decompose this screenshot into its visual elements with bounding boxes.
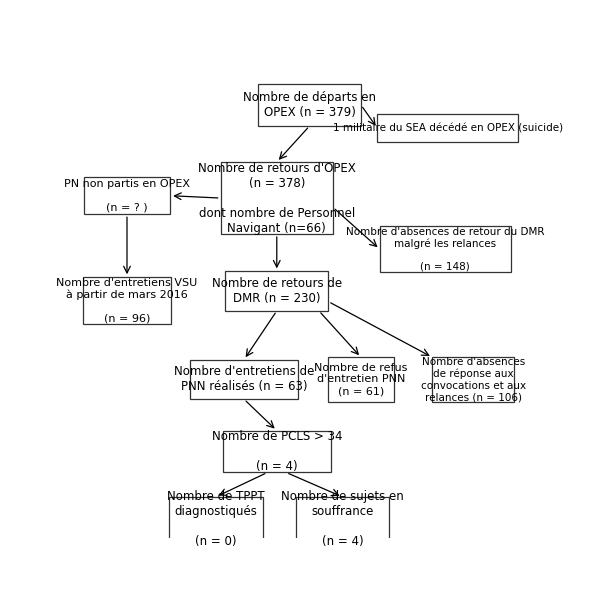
FancyBboxPatch shape bbox=[223, 431, 330, 472]
FancyBboxPatch shape bbox=[378, 114, 518, 143]
FancyBboxPatch shape bbox=[295, 497, 389, 541]
Text: 1 militaire du SEA décédé en OPEX (suicide): 1 militaire du SEA décédé en OPEX (suici… bbox=[333, 123, 563, 133]
FancyBboxPatch shape bbox=[380, 226, 511, 272]
Text: Nombre de retours de
DMR (n = 230): Nombre de retours de DMR (n = 230) bbox=[212, 277, 342, 305]
FancyBboxPatch shape bbox=[432, 358, 515, 402]
Text: Nombre d'absences de retour du DMR
malgré les relances

(n = 148): Nombre d'absences de retour du DMR malgr… bbox=[346, 226, 545, 272]
FancyBboxPatch shape bbox=[190, 359, 298, 399]
Text: Nombre d'absences
de réponse aux
convocations et aux
relances (n = 106): Nombre d'absences de réponse aux convoca… bbox=[421, 357, 526, 402]
Text: Nombre d'entretiens de
PNN réalisés (n = 63): Nombre d'entretiens de PNN réalisés (n =… bbox=[174, 365, 314, 393]
FancyBboxPatch shape bbox=[225, 271, 329, 311]
Text: Nombre de TPPT
diagnostiqués

(n = 0): Nombre de TPPT diagnostiqués (n = 0) bbox=[167, 490, 265, 548]
FancyBboxPatch shape bbox=[329, 358, 394, 402]
FancyBboxPatch shape bbox=[169, 497, 263, 541]
Text: Nombre de refus
d'entretien PNN
(n = 61): Nombre de refus d'entretien PNN (n = 61) bbox=[314, 363, 408, 396]
Text: Nombre de départs en
OPEX (n = 379): Nombre de départs en OPEX (n = 379) bbox=[243, 91, 376, 119]
Text: Nombre de PCLS > 34

(n = 4): Nombre de PCLS > 34 (n = 4) bbox=[211, 430, 342, 473]
FancyBboxPatch shape bbox=[83, 277, 172, 324]
FancyBboxPatch shape bbox=[258, 84, 361, 126]
FancyBboxPatch shape bbox=[220, 162, 333, 234]
Text: Nombre d'entretiens VSU
à partir de mars 2016

(n = 96): Nombre d'entretiens VSU à partir de mars… bbox=[56, 278, 198, 323]
Text: PN non partis en OPEX

(n = ? ): PN non partis en OPEX (n = ? ) bbox=[64, 179, 190, 213]
FancyBboxPatch shape bbox=[84, 177, 170, 214]
Text: Nombre de sujets en
souffrance

(n = 4): Nombre de sujets en souffrance (n = 4) bbox=[281, 490, 403, 548]
Text: Nombre de retours d'OPEX
(n = 378)

dont nombre de Personnel
Navigant (n=66): Nombre de retours d'OPEX (n = 378) dont … bbox=[198, 161, 356, 234]
